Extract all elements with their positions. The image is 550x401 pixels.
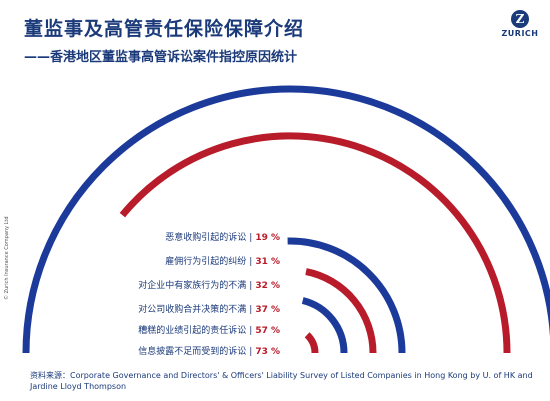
category-label: 恶意收购引起的诉讼 bbox=[165, 233, 247, 243]
chart-label-row: 对企业中有家族行为的不满 | 32 % bbox=[138, 279, 280, 293]
arc-bar-2 bbox=[301, 297, 348, 354]
zurich-logo: Z ZURICH bbox=[494, 10, 546, 38]
category-label: 信息披露不足而受到的诉讼 bbox=[138, 347, 247, 357]
value-label: 73 % bbox=[255, 347, 280, 357]
arc-bar-4 bbox=[287, 237, 406, 354]
separator: | bbox=[249, 257, 253, 267]
arc-bar-1 bbox=[304, 332, 319, 354]
page-title: 董监事及高管责任保险保障介绍 bbox=[24, 18, 305, 40]
separator: | bbox=[249, 326, 253, 336]
chart-label-row: 雇佣行为引起的纠纷 | 31 % bbox=[165, 255, 280, 269]
chart-label-row: 糟糕的业绩引起的责任诉讼 | 57 % bbox=[138, 324, 280, 338]
value-label: 32 % bbox=[255, 281, 280, 291]
value-label: 37 % bbox=[255, 305, 280, 315]
chart-label-row: 信息披露不足而受到的诉讼 | 73 % bbox=[138, 345, 280, 359]
arc-bar-3 bbox=[305, 268, 377, 354]
category-label: 糟糕的业绩引起的责任诉讼 bbox=[138, 326, 247, 336]
zurich-logo-icon: Z bbox=[511, 10, 529, 28]
copyright-text: © Zurich Insurance Company Ltd bbox=[4, 216, 10, 300]
category-label: 对公司收购合并决策的不满 bbox=[138, 305, 247, 315]
category-label: 雇佣行为引起的纠纷 bbox=[165, 257, 247, 267]
value-label: 31 % bbox=[255, 257, 280, 267]
source-note: 资料来源：Corporate Governance and Directors'… bbox=[30, 371, 533, 391]
separator: | bbox=[249, 305, 253, 315]
separator: | bbox=[249, 281, 253, 291]
separator: | bbox=[249, 233, 253, 243]
chart-label-row: 对公司收购合并决策的不满 | 37 % bbox=[138, 303, 280, 317]
value-label: 57 % bbox=[255, 326, 280, 336]
chart-label-row: 恶意收购引起的诉讼 | 19 % bbox=[165, 231, 280, 245]
arc-bar-5 bbox=[119, 132, 511, 354]
category-label: 对企业中有家族行为的不满 bbox=[138, 281, 247, 291]
separator: | bbox=[249, 347, 253, 357]
page-subtitle: ——香港地区董监事高管诉讼案件指控原因统计 bbox=[24, 50, 298, 65]
arc-bar-6 bbox=[22, 85, 550, 354]
zurich-logo-text: ZURICH bbox=[501, 29, 539, 38]
value-label: 19 % bbox=[255, 233, 280, 243]
